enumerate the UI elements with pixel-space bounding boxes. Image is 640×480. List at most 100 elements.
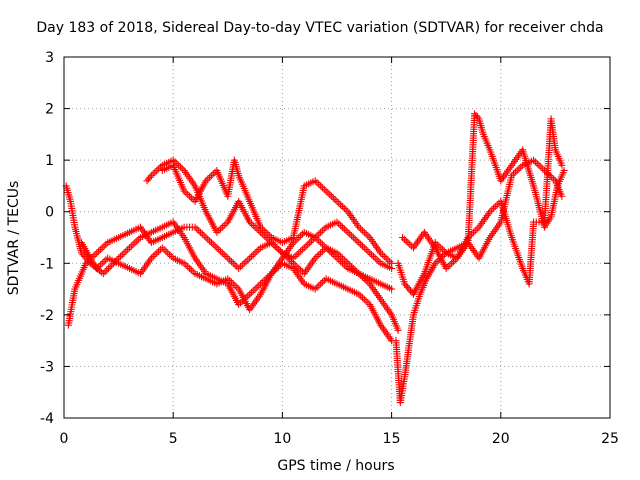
y-tick-label: 1: [45, 153, 54, 169]
data-point: [197, 228, 204, 236]
data-point: [333, 197, 341, 205]
data-point: [302, 242, 310, 250]
data-point: [249, 251, 257, 259]
data-point: [337, 201, 345, 209]
data-point: [470, 228, 477, 236]
data-point: [220, 251, 228, 259]
data-point: [362, 246, 370, 254]
data-point: [404, 239, 412, 247]
data-point: [362, 230, 370, 238]
data-point: [247, 289, 255, 297]
data-point: [366, 249, 374, 257]
data-point: [401, 280, 409, 288]
data-point: [217, 247, 225, 255]
data-point: [315, 237, 323, 245]
data-point: [326, 191, 334, 199]
data-point: [164, 249, 172, 257]
data-point: [155, 165, 163, 173]
data-point: [318, 240, 326, 248]
data-point: [249, 287, 257, 295]
data-point: [353, 237, 361, 245]
data-point: [358, 242, 366, 250]
y-tick-label: -3: [40, 359, 54, 375]
data-point: [335, 199, 343, 207]
data-point: [93, 249, 101, 257]
data-point: [394, 326, 402, 334]
data-point: [404, 283, 412, 291]
data-point: [166, 251, 174, 259]
data-point: [471, 227, 479, 235]
x-tick-label: 20: [492, 431, 510, 447]
data-point: [306, 239, 314, 247]
data-point: [98, 244, 106, 252]
data-point: [293, 235, 301, 243]
data-point: [187, 266, 195, 274]
data-point: [153, 249, 161, 257]
data-point: [120, 249, 128, 257]
data-point: [104, 264, 112, 272]
data-point: [155, 247, 163, 255]
data-point: [77, 249, 85, 257]
data-point: [333, 254, 341, 262]
data-point: [473, 225, 481, 233]
data-point: [368, 251, 376, 259]
data-point: [531, 158, 539, 166]
data-point: [129, 240, 137, 248]
data-point: [207, 239, 215, 247]
data-point: [184, 263, 192, 271]
data-point: [211, 242, 219, 250]
data-point: [95, 247, 103, 255]
y-axis-label: SDTVAR / TECUs: [6, 181, 22, 296]
data-point: [238, 261, 246, 269]
data-point: [360, 228, 368, 236]
data-point: [513, 166, 521, 174]
axis-ticks: 0 5 10 15 20 25 -4 -3 -2 -1 0 1 2 3: [40, 50, 619, 447]
data-point: [262, 228, 270, 236]
data-point: [295, 249, 303, 257]
data-point: [329, 194, 337, 202]
data-point: [247, 252, 255, 260]
data-point: [328, 192, 336, 200]
data-point: [229, 259, 237, 267]
data-point: [118, 251, 126, 259]
data-point: [151, 251, 159, 259]
data-point: [193, 225, 201, 233]
data-point: [313, 232, 321, 240]
data-point: [382, 254, 390, 262]
data-point: [116, 252, 124, 260]
data-point: [237, 263, 245, 271]
data-point: [515, 165, 523, 173]
x-tick-label: 10: [273, 431, 291, 447]
data-point: [218, 223, 226, 231]
data-point: [246, 290, 254, 298]
data-point: [340, 204, 348, 212]
data-point: [162, 247, 170, 255]
data-point: [206, 237, 214, 245]
data-point: [338, 259, 346, 267]
data-point: [127, 242, 135, 250]
data-point: [335, 220, 343, 228]
data-point: [100, 242, 108, 250]
data-point: [535, 161, 543, 169]
data-point: [298, 230, 306, 238]
data-point: [358, 294, 366, 302]
data-point: [133, 237, 141, 245]
data-point: [371, 254, 379, 262]
data-point: [380, 252, 388, 260]
x-tick-label: 15: [383, 431, 401, 447]
data-point: [402, 282, 410, 290]
data-point: [160, 246, 168, 254]
data-point: [324, 189, 332, 197]
data-point: [388, 259, 396, 267]
data-point: [103, 266, 111, 274]
data-point: [558, 161, 566, 169]
data-point: [227, 258, 235, 266]
data-point: [198, 230, 206, 238]
x-axis-label: GPS time / hours: [277, 458, 394, 474]
data-point: [474, 113, 482, 121]
data-point: [406, 240, 414, 248]
data-point: [313, 283, 321, 291]
x-tick-label: 25: [601, 431, 619, 447]
data-point: [102, 256, 110, 264]
